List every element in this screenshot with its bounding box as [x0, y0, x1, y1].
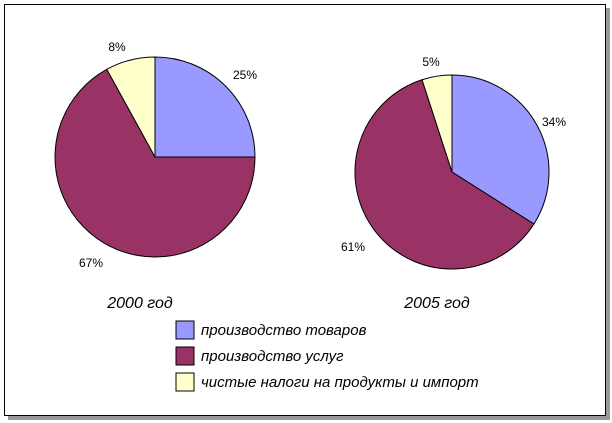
pie-2005-label-goods: 34%: [542, 115, 566, 129]
legend-item-goods-swatch: [175, 320, 195, 340]
legend: производство товаров производство услуг чи…: [175, 320, 479, 392]
chart-canvas: 25% 67% 8% 34% 61% 5% 2000 год 2005 год произ…: [54, 40, 566, 392]
pie-2005-slice-taxes: [421, 74, 453, 173]
pie-2005-slice-goods: [451, 74, 550, 225]
pie-2000-label-goods: 25%: [233, 68, 257, 82]
legend-item-goods-label: производство товаров: [201, 322, 367, 339]
pie-2000-slice-services: [54, 68, 256, 258]
pie-2000-slice-taxes: [106, 56, 156, 158]
legend-item-services-swatch: [175, 346, 195, 366]
pie-2005-label-taxes: 5%: [422, 55, 440, 69]
pie-2000-label-services: 67%: [79, 256, 103, 270]
pie-2005-label-services: 61%: [341, 240, 365, 254]
legend-item-taxes-label: чистые налоги на продукты и импорт: [201, 374, 479, 391]
pie-2000-label-taxes: 8%: [108, 40, 126, 54]
legend-item-services-label: производство услуг: [201, 348, 344, 365]
chart-frame: 25% 67% 8% 34% 61% 5% 2000 год 2005 год произ…: [4, 4, 606, 416]
pie-charts: 25% 67% 8% 34% 61% 5%: [54, 40, 566, 270]
pie-2000-slice-goods: [154, 56, 256, 158]
pie-2000-title: 2000 год: [106, 295, 173, 312]
pie-2005-slice-services: [354, 79, 535, 270]
pie-2005-title: 2005 год: [403, 295, 470, 312]
legend-item-taxes-swatch: [175, 372, 195, 392]
